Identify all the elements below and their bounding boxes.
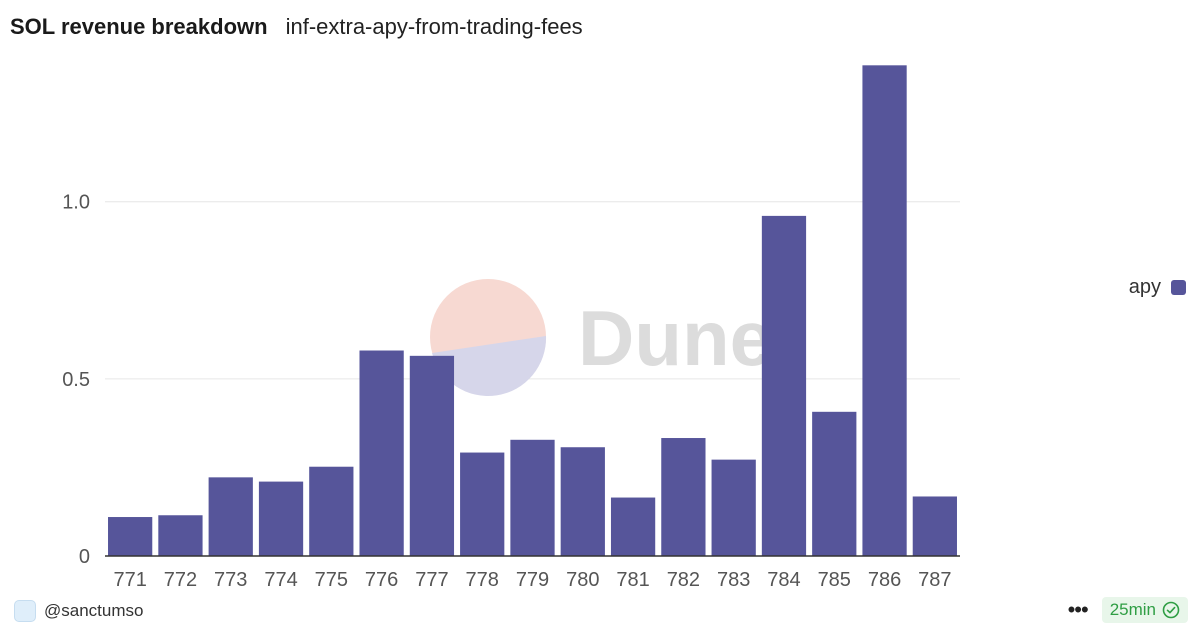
x-tick-label: 782 [667, 569, 700, 591]
chart-title: SOL revenue breakdown [10, 14, 268, 39]
footer-actions: ••• 25min [1068, 597, 1188, 623]
bar-780 [560, 447, 605, 556]
more-options-icon[interactable]: ••• [1067, 597, 1089, 622]
bar-784 [761, 215, 807, 556]
bar-776 [359, 350, 404, 556]
x-tick-label: 780 [566, 569, 599, 591]
x-tick-label: 775 [315, 569, 348, 591]
bar-785 [812, 411, 857, 556]
y-tick-label: 1.0 [62, 192, 90, 214]
x-tick-label: 784 [767, 569, 800, 591]
x-tick-label: 781 [616, 569, 649, 591]
legend-swatch [1171, 280, 1186, 295]
x-tick-label: 779 [516, 569, 549, 591]
legend[interactable]: apy [1129, 276, 1186, 299]
x-tick-label: 772 [164, 569, 197, 591]
bar-775 [309, 466, 354, 556]
legend-label: apy [1128, 276, 1161, 298]
dune-watermark: Dune [430, 279, 773, 397]
x-tick-label: 778 [466, 569, 499, 591]
x-tick-label: 773 [214, 569, 247, 591]
bar-774 [258, 481, 304, 556]
grid-lines [105, 201, 960, 380]
avatar [14, 600, 36, 622]
bar-777 [409, 355, 455, 556]
bar-783 [711, 459, 756, 556]
x-tick-label: 771 [113, 569, 146, 591]
bar-772 [158, 515, 203, 556]
y-tick-label: 0.5 [62, 369, 90, 391]
bar-779 [510, 439, 555, 556]
refresh-interval-label: 25min [1109, 600, 1156, 619]
bar-771 [108, 517, 153, 556]
axes: 0 0.5 1.0 771 772 773 774 775 776 777 778 779 780 781… [62, 192, 960, 591]
x-tick-label: 776 [365, 569, 398, 591]
x-tick-label: 786 [868, 569, 901, 591]
x-tick-label: 774 [264, 569, 297, 591]
check-circle-icon [1162, 601, 1180, 619]
x-tick-label: 785 [818, 569, 851, 591]
bar-chart: Dune 0 0.5 1.0 771 772 773 774 775 776 777 778 779 7… [62, 65, 960, 591]
bar-782 [661, 438, 706, 556]
refresh-status-badge[interactable]: 25min [1101, 597, 1188, 623]
chart-header: SOL revenue breakdown inf-extra-apy-from… [10, 14, 583, 50]
bar-786 [862, 65, 907, 557]
bar-781 [610, 497, 656, 556]
x-tick-label: 787 [918, 569, 951, 591]
bar-773 [208, 477, 253, 556]
bars [108, 65, 957, 557]
y-tick-label: 0 [79, 546, 90, 568]
author-handle: @sanctumso [44, 601, 144, 620]
bar-787 [912, 496, 957, 556]
chart-subtitle: inf-extra-apy-from-trading-fees [285, 14, 583, 39]
x-tick-label: 777 [415, 569, 448, 591]
author-info[interactable]: @sanctumso [14, 600, 143, 622]
bar-778 [460, 452, 505, 556]
dune-watermark-text: Dune [578, 294, 773, 382]
x-tick-label: 783 [717, 569, 750, 591]
dune-logo-wedge [432, 336, 547, 397]
